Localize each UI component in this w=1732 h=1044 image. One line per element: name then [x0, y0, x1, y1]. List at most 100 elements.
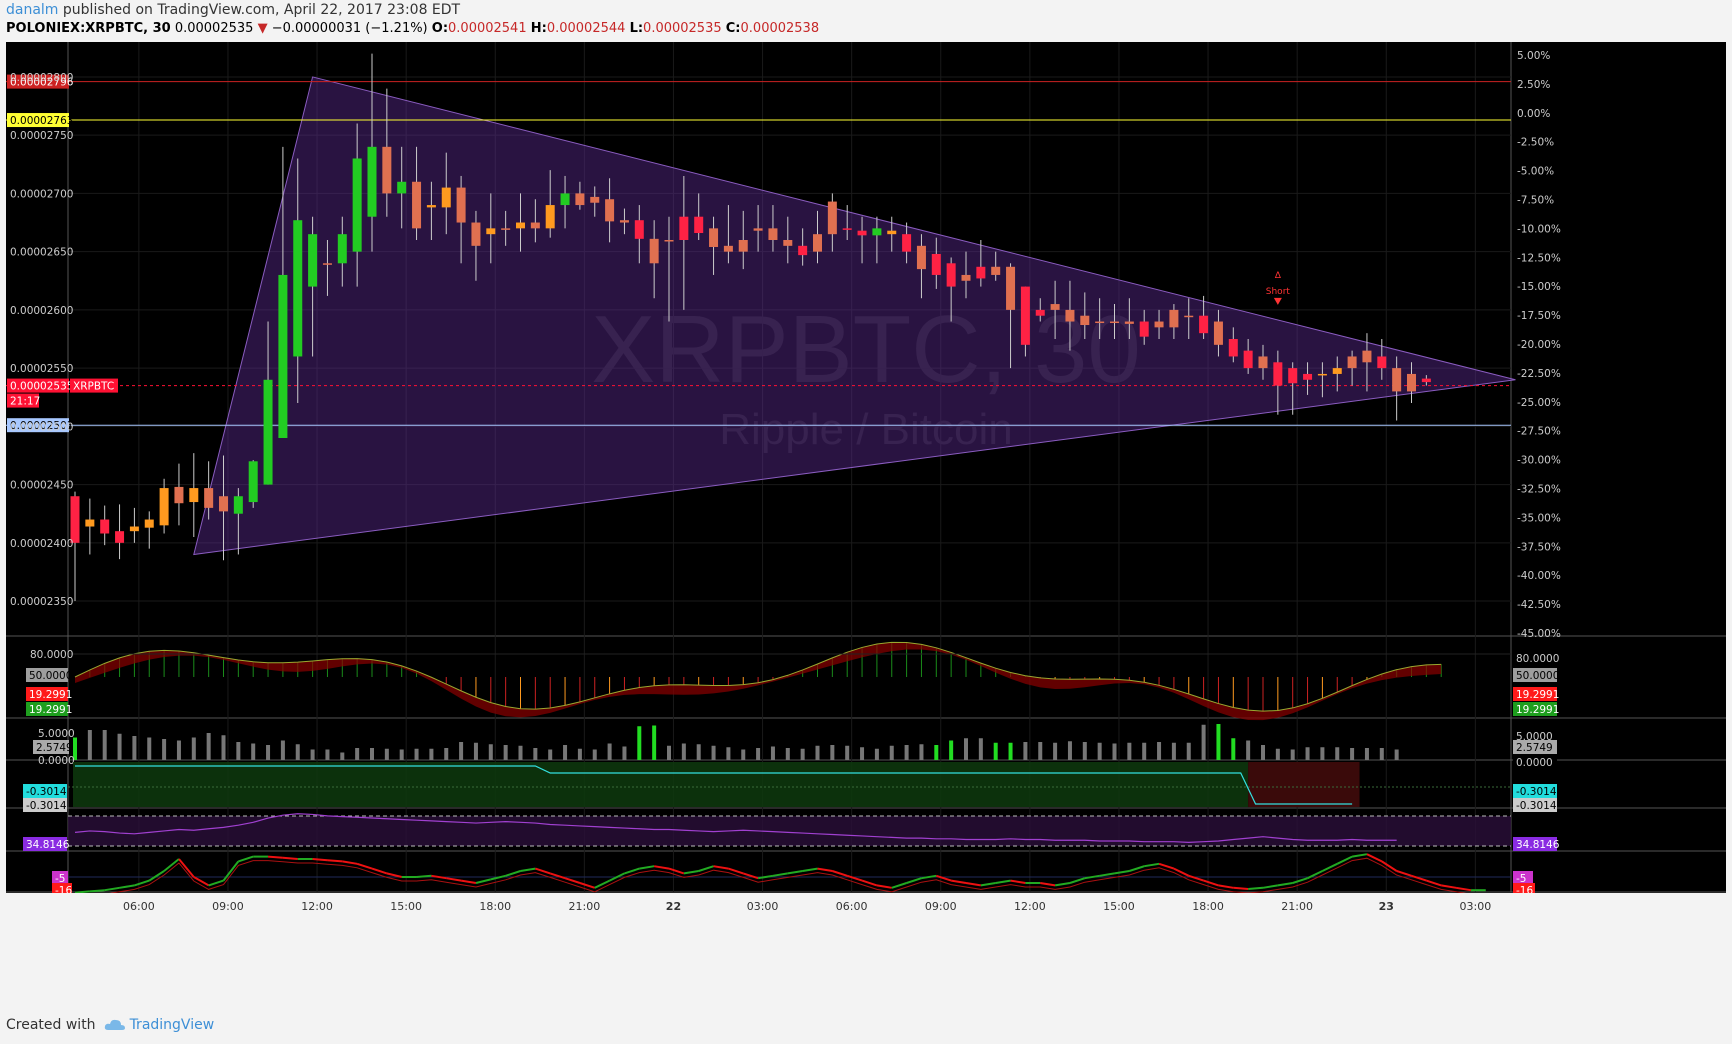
candle-body[interactable] — [902, 234, 912, 252]
candle-body[interactable] — [1199, 315, 1209, 334]
candle[interactable] — [902, 222, 912, 264]
candle-body[interactable] — [337, 234, 347, 264]
candle[interactable] — [1020, 286, 1030, 357]
candle[interactable] — [976, 240, 986, 287]
candle-body[interactable] — [471, 222, 481, 246]
candle-body[interactable] — [1020, 286, 1030, 345]
candle-body[interactable] — [501, 228, 511, 230]
candle-body[interactable] — [1169, 309, 1179, 328]
candle-body[interactable] — [694, 216, 704, 234]
candle-body[interactable] — [783, 240, 793, 246]
candle-body[interactable] — [412, 181, 422, 229]
candle-body[interactable] — [219, 496, 228, 512]
candle-body[interactable] — [619, 220, 629, 223]
candle-body[interactable] — [931, 253, 941, 275]
candle-body[interactable] — [827, 201, 837, 235]
candle-body[interactable] — [916, 245, 926, 270]
candle-body[interactable] — [649, 238, 659, 264]
candle[interactable] — [293, 158, 303, 404]
candle-body[interactable] — [1392, 368, 1402, 392]
candle-body[interactable] — [293, 220, 303, 357]
candle[interactable] — [367, 53, 377, 252]
candle[interactable] — [916, 234, 926, 299]
triangle-shape[interactable] — [193, 76, 1516, 556]
candle[interactable] — [1243, 339, 1253, 374]
candle-body[interactable] — [575, 193, 585, 206]
candle[interactable] — [753, 205, 763, 252]
candle-body[interactable] — [85, 519, 95, 527]
candle[interactable] — [961, 251, 971, 299]
candle-body[interactable] — [530, 222, 540, 229]
candle[interactable] — [337, 216, 347, 287]
candle-body[interactable] — [976, 266, 986, 279]
candle-body[interactable] — [590, 196, 600, 203]
candle-body[interactable] — [664, 240, 674, 242]
candle-body[interactable] — [1080, 315, 1090, 326]
candle[interactable] — [1095, 298, 1105, 339]
candle-body[interactable] — [456, 187, 466, 223]
candle[interactable] — [946, 257, 956, 322]
candle-body[interactable] — [1347, 356, 1357, 369]
candle[interactable] — [1199, 295, 1209, 339]
candle[interactable] — [144, 511, 154, 549]
candle-body[interactable] — [723, 245, 733, 252]
candles[interactable] — [70, 53, 1431, 602]
candle[interactable] — [813, 210, 822, 264]
candle-body[interactable] — [887, 230, 897, 235]
candle[interactable] — [322, 240, 332, 296]
candle[interactable] — [709, 216, 719, 275]
candle[interactable] — [1407, 362, 1416, 404]
candle-body[interactable] — [872, 228, 882, 236]
candle-body[interactable] — [1139, 321, 1149, 337]
candle[interactable] — [85, 498, 95, 555]
candle[interactable] — [219, 455, 228, 561]
candle[interactable] — [1035, 298, 1045, 322]
candle[interactable] — [1006, 263, 1016, 369]
candle-body[interactable] — [1243, 350, 1253, 369]
tradingview-logo[interactable]: TradingView — [104, 1017, 214, 1033]
candle-body[interactable] — [1124, 321, 1134, 324]
candle-body[interactable] — [1258, 356, 1268, 369]
candle-body[interactable] — [70, 496, 80, 543]
candle-body[interactable] — [1317, 373, 1327, 376]
candle[interactable] — [1317, 362, 1327, 398]
candle-body[interactable] — [159, 488, 169, 526]
candle[interactable] — [634, 205, 644, 264]
candle[interactable] — [189, 453, 199, 537]
candle[interactable] — [486, 193, 496, 264]
candle-body[interactable] — [679, 216, 689, 240]
candle[interactable] — [129, 507, 139, 543]
candle-body[interactable] — [1184, 315, 1194, 318]
candle[interactable] — [426, 181, 436, 240]
candle[interactable] — [1392, 356, 1402, 421]
candle-body[interactable] — [144, 519, 154, 528]
candle-body[interactable] — [1154, 321, 1164, 328]
candle-body[interactable] — [1095, 321, 1105, 324]
candle-body[interactable] — [426, 205, 436, 208]
candle[interactable] — [516, 193, 525, 252]
candle-body[interactable] — [1213, 321, 1223, 345]
candle-body[interactable] — [1332, 368, 1342, 374]
chart-area[interactable]: XRPBTC, 30 Ripple / Bitcoin 0.000027960.… — [6, 42, 1726, 1009]
candle-body[interactable] — [768, 228, 778, 240]
candle[interactable] — [1347, 350, 1357, 386]
candle-body[interactable] — [397, 181, 407, 194]
author-link[interactable]: danalm — [6, 2, 59, 18]
candle-body[interactable] — [1303, 373, 1313, 380]
candle[interactable] — [1154, 309, 1164, 339]
candle[interactable] — [1110, 304, 1119, 339]
candle-body[interactable] — [1065, 309, 1075, 322]
candle-body[interactable] — [248, 461, 258, 503]
candle[interactable] — [412, 146, 422, 240]
candle-body[interactable] — [352, 158, 362, 252]
candle[interactable] — [857, 216, 867, 264]
candle[interactable] — [931, 237, 941, 289]
candle[interactable] — [694, 193, 704, 240]
candle-body[interactable] — [367, 146, 377, 217]
candle[interactable] — [842, 205, 852, 240]
candle[interactable] — [115, 504, 125, 560]
triangle-pattern[interactable] — [193, 76, 1516, 556]
candle-body[interactable] — [1273, 362, 1283, 386]
candle[interactable] — [1273, 350, 1283, 415]
candle[interactable] — [545, 170, 555, 238]
